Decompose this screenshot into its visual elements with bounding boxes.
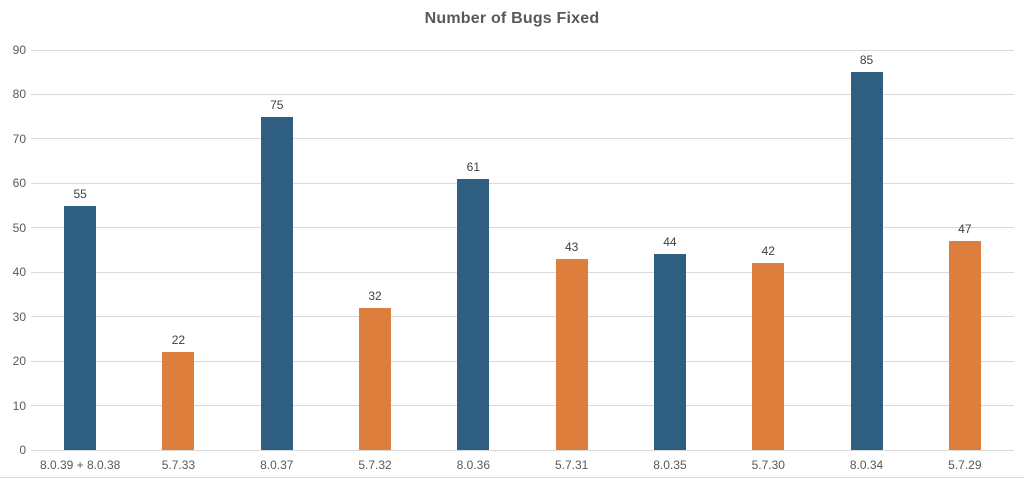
bar	[359, 307, 392, 450]
y-axis-tick-label: 10	[12, 398, 26, 413]
y-axis-tick-label: 50	[12, 220, 26, 235]
x-axis-category-label: 5.7.32	[358, 458, 392, 472]
x-axis-category-label: 5.7.31	[554, 458, 589, 472]
bar-value-label: 44	[663, 235, 677, 250]
bar	[752, 263, 785, 450]
gridline	[31, 49, 1014, 51]
chart-title: Number of Bugs Fixed	[424, 10, 600, 27]
bar	[850, 72, 883, 450]
bar	[555, 258, 588, 450]
gridline	[31, 182, 1014, 184]
gridline	[31, 138, 1014, 140]
y-axis-tick-label: 70	[12, 131, 26, 146]
x-axis-category-label: 8.0.36	[456, 458, 491, 472]
bar	[457, 178, 490, 450]
gridline	[31, 271, 1014, 273]
bar	[948, 241, 981, 450]
x-axis-category-label: 8.0.35	[653, 458, 687, 472]
bar-value-label: 85	[859, 53, 874, 68]
y-axis-tick-label: 60	[12, 176, 26, 191]
bar-value-label: 43	[564, 239, 579, 254]
bar	[162, 352, 195, 450]
bottom-divider	[0, 477, 1024, 478]
y-axis-tick-label: 80	[12, 87, 26, 102]
gridline	[31, 316, 1014, 318]
bar-value-label: 55	[73, 186, 87, 201]
y-axis-tick-label: 20	[12, 354, 26, 369]
y-axis-tick-label: 30	[12, 309, 26, 324]
bar	[653, 254, 686, 450]
bar-value-label: 22	[171, 333, 186, 348]
bar-value-label: 47	[958, 222, 972, 237]
bar	[64, 205, 97, 450]
x-axis-category-label: 8.0.34	[849, 458, 884, 472]
y-axis-tick-label: 40	[12, 265, 26, 280]
gridline	[31, 405, 1014, 407]
gridline	[31, 227, 1014, 229]
x-axis-category-label: 5.7.30	[751, 458, 785, 472]
y-axis-tick-label: 0	[19, 443, 26, 457]
bar-value-label: 42	[761, 244, 775, 259]
gridline	[31, 93, 1014, 95]
x-axis-category-label: 5.7.33	[161, 458, 196, 472]
y-axis-tick-label: 90	[12, 43, 26, 57]
bar-value-label: 75	[270, 97, 284, 112]
gridline	[31, 360, 1014, 362]
x-axis-category-label: 8.0.37	[260, 458, 294, 472]
x-axis-category-label: 5.7.29	[948, 458, 982, 472]
gridline	[31, 449, 1014, 451]
x-axis-category-label: 8.0.39 + 8.0.38	[39, 458, 121, 472]
bar	[260, 116, 293, 450]
bar-value-label: 32	[368, 288, 382, 303]
bar-value-label: 61	[466, 159, 481, 174]
